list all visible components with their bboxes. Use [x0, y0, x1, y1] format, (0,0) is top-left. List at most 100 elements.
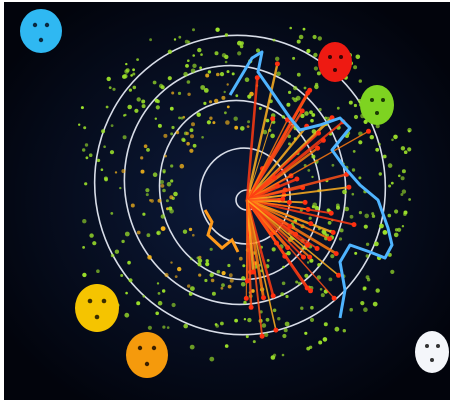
button-body[interactable] [318, 42, 352, 82]
spike [246, 118, 274, 201]
dot [378, 142, 381, 146]
dot [226, 105, 230, 109]
dot [123, 74, 128, 79]
dot [354, 251, 358, 255]
dot [200, 85, 206, 90]
orbit-ring [93, 34, 387, 336]
dot [240, 282, 246, 287]
spike [246, 199, 312, 225]
yellow-button[interactable] [75, 284, 119, 332]
dot [400, 193, 404, 196]
dot [171, 302, 176, 308]
spike-tip [320, 137, 326, 143]
dot [187, 284, 191, 288]
dot [362, 286, 367, 291]
spike-tip [327, 236, 333, 242]
dot [364, 213, 370, 219]
dot [188, 292, 193, 296]
dot [190, 286, 195, 291]
dot [309, 110, 313, 115]
spike [245, 199, 265, 298]
dot [103, 145, 106, 148]
spike [245, 77, 259, 201]
blue-trace [228, 50, 394, 319]
button-eye [430, 358, 434, 362]
red-button[interactable] [318, 42, 352, 82]
dot [297, 281, 302, 286]
dot [214, 98, 219, 104]
dot [110, 212, 114, 215]
button-body[interactable] [126, 332, 168, 378]
dot [242, 264, 246, 268]
dot [300, 306, 304, 310]
spike-tip [308, 221, 314, 227]
dot [221, 95, 226, 100]
dot [286, 102, 291, 107]
dot [316, 71, 321, 76]
spike [246, 173, 347, 202]
dot [224, 54, 229, 60]
white-button[interactable] [415, 331, 449, 373]
dot [187, 92, 191, 97]
dot [394, 209, 399, 214]
dot [200, 53, 203, 56]
dot [228, 273, 233, 278]
orange-button[interactable] [126, 332, 168, 378]
dot [163, 133, 168, 138]
spike-tip [305, 90, 311, 96]
dot [292, 56, 296, 60]
spike [245, 199, 309, 289]
spike-tip [307, 254, 313, 260]
dot [136, 230, 141, 235]
dot [307, 169, 311, 172]
button-eye [38, 37, 44, 43]
dot [121, 239, 125, 244]
dot [175, 130, 180, 135]
button-eye [94, 314, 100, 320]
dot [342, 329, 346, 333]
button-body[interactable] [20, 9, 62, 53]
spike-tip [287, 223, 293, 229]
dot [154, 117, 157, 120]
button-body[interactable] [415, 331, 449, 373]
dot [342, 189, 347, 195]
button-body[interactable] [75, 284, 119, 332]
dot [401, 225, 405, 228]
dot [330, 254, 335, 259]
dot [143, 144, 148, 148]
spike [246, 186, 350, 201]
dot [174, 275, 178, 278]
orbit-ring [123, 64, 347, 306]
spike-tip [274, 61, 280, 67]
green-button[interactable] [360, 85, 394, 125]
dot [244, 77, 250, 82]
cyan-button[interactable] [20, 9, 62, 53]
dot [178, 116, 181, 120]
dot [106, 76, 111, 82]
dot [387, 213, 392, 218]
dot [192, 54, 195, 57]
dot [108, 86, 112, 89]
dot [196, 256, 200, 260]
spike-tip [273, 327, 279, 333]
dot [197, 258, 203, 264]
dot [105, 105, 109, 109]
dot [240, 126, 245, 131]
dot [339, 228, 344, 233]
dot [247, 94, 252, 99]
dot [225, 120, 230, 125]
dot [407, 147, 412, 152]
dot [408, 198, 411, 201]
dot [296, 72, 301, 77]
button-body[interactable] [360, 85, 394, 125]
dot [378, 172, 382, 176]
dot [170, 132, 174, 136]
dot [286, 251, 291, 256]
dot [173, 38, 177, 41]
dot [234, 318, 239, 323]
dot [375, 288, 380, 293]
dot [130, 74, 133, 77]
dot [214, 51, 219, 56]
dot [96, 269, 100, 274]
